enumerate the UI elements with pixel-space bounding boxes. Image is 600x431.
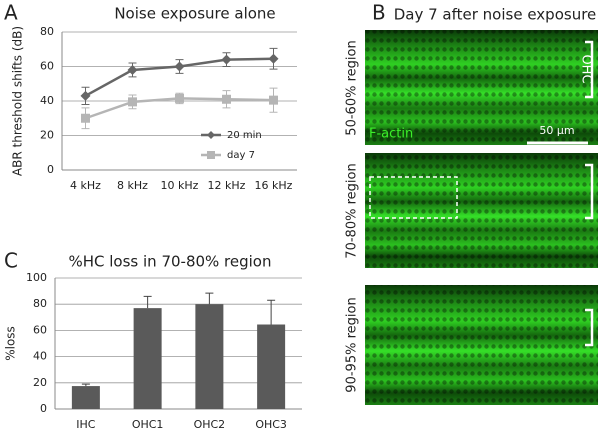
error-bar	[143, 295, 152, 309]
y-tick-label: 60	[40, 60, 54, 73]
error-bar	[81, 383, 90, 387]
y-tick-label: 60	[33, 323, 47, 336]
point	[269, 95, 278, 105]
cell-texture	[365, 30, 598, 145]
point	[268, 53, 279, 64]
point	[80, 90, 91, 101]
panel-letter: C	[4, 249, 18, 273]
y-tick-label: 40	[40, 94, 54, 107]
y-tick-label: 80	[33, 297, 47, 310]
stain-label: F-actin	[369, 127, 413, 142]
legend-marker	[207, 131, 215, 139]
y-tick-label: 80	[40, 25, 54, 38]
point	[222, 94, 231, 104]
y-tick-label: 40	[33, 350, 47, 363]
legend-label: day 7	[227, 150, 255, 161]
point	[81, 113, 90, 123]
x-tick-label: 12 kHz	[208, 179, 246, 192]
point	[175, 93, 184, 103]
cell-texture	[365, 153, 598, 268]
x-tick-label: 8 kHz	[117, 179, 148, 192]
x-tick-label: 16 kHz	[255, 179, 293, 192]
region-label: 70-80% region	[345, 163, 360, 258]
legend-label: 20 min	[227, 130, 262, 141]
chart-title: Noise exposure alone	[114, 5, 275, 23]
x-tick-label: OHC1	[132, 418, 164, 431]
panel-letter: A	[4, 1, 18, 25]
point	[221, 54, 232, 65]
y-axis-label: %loss	[4, 326, 18, 361]
cell-texture	[365, 285, 598, 405]
region-label: 90-95% region	[345, 297, 360, 392]
bar	[257, 324, 286, 409]
scale-label: 50 μm	[539, 124, 574, 137]
y-tick-label: 0	[47, 163, 54, 176]
point	[174, 61, 185, 72]
point	[128, 97, 137, 107]
bar	[133, 308, 162, 409]
x-tick-label: 10 kHz	[161, 179, 199, 192]
x-tick-label: OHC3	[255, 418, 287, 431]
ohc-label: OHC	[579, 54, 594, 83]
y-tick-label: 100	[26, 271, 47, 284]
panel-title: Day 7 after noise exposure	[394, 6, 597, 24]
x-tick-label: OHC2	[194, 418, 226, 431]
point	[127, 64, 138, 75]
bar	[195, 304, 224, 409]
bar	[71, 386, 100, 409]
y-tick-label: 0	[40, 402, 47, 415]
error-bar	[267, 299, 276, 325]
zoom-box	[369, 176, 458, 219]
legend-marker	[207, 151, 215, 159]
y-tick-label: 20	[40, 129, 54, 142]
region-label: 50-60% region	[345, 40, 360, 135]
ohc-brackets	[585, 40, 594, 347]
y-tick-label: 20	[33, 376, 47, 389]
chart-title: %HC loss in 70-80% region	[68, 253, 271, 271]
x-tick-label: IHC	[76, 418, 96, 431]
x-tick-label: 4 kHz	[70, 179, 101, 192]
error-bar	[205, 292, 214, 305]
y-axis-label: ABR threshold shifts (dB)	[11, 26, 25, 176]
panel-letter: B	[372, 1, 386, 25]
micrographs: 50 μm F-actin OHC 50-60% region 70-80% r…	[345, 1, 598, 405]
